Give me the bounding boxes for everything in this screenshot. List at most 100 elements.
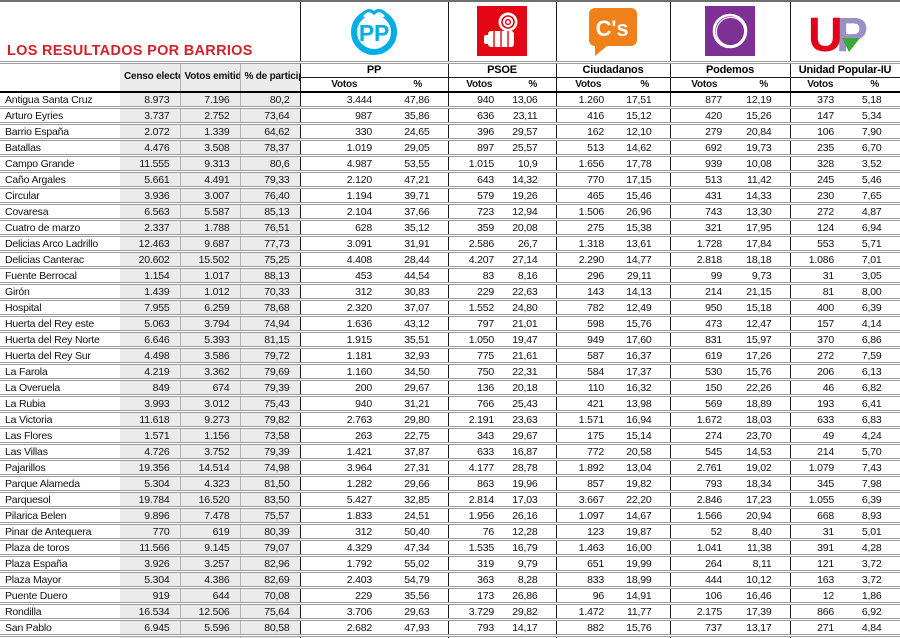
value-cell: 24,80 (510, 299, 557, 317)
value-cell: 32,93 (388, 347, 449, 365)
votos-subheader: Votos (790, 77, 851, 93)
value-cell: 28,78 (510, 459, 557, 477)
value-cell: 3.706 (300, 603, 389, 621)
value-cell: 420 (670, 107, 739, 125)
value-cell: 79,69 (240, 363, 301, 381)
value-cell: 70,33 (240, 283, 301, 301)
pct-subheader: % (620, 77, 671, 93)
table-row: Hospital 7.955 6.259 78,68 2.320 37,07 1.552 24… (0, 299, 900, 317)
value-cell: 692 (670, 139, 739, 157)
value-cell: 643 (448, 171, 511, 189)
value-cell: 6.259 (180, 299, 241, 317)
value-cell: 5.596 (180, 619, 241, 637)
value-cell: 29,80 (388, 411, 449, 429)
value-cell: 863 (448, 475, 511, 493)
value-cell: 12.506 (180, 603, 241, 621)
value-cell: 1.194 (300, 187, 389, 205)
podemos-logo-icon (671, 5, 790, 59)
barrio-name-cell: Hospital (0, 299, 120, 317)
value-cell: 16,87 (510, 443, 557, 461)
party-header-unidad-popular-iu: Unidad Popular-IU (790, 62, 900, 78)
value-cell: 9,79 (510, 555, 557, 573)
votos-subheader: Votos (448, 77, 511, 93)
table-row: Huerta del Rey este 5.063 3.794 74,94 1.636 4… (0, 315, 900, 333)
value-cell: 4.987 (300, 155, 389, 173)
votos-subheader: Votos (670, 77, 739, 93)
value-cell: 21,15 (738, 283, 791, 301)
value-cell: 24,65 (388, 123, 449, 141)
value-cell: 15,76 (620, 619, 671, 637)
value-cell: 579 (448, 187, 511, 205)
value-cell: 4.177 (448, 459, 511, 477)
value-cell: 513 (670, 171, 739, 189)
value-cell: 12,28 (510, 523, 557, 541)
value-cell: 47,34 (388, 539, 449, 557)
value-cell: 18,99 (620, 571, 671, 589)
value-cell: 79,39 (240, 379, 301, 397)
value-cell: 1.636 (300, 315, 389, 333)
value-cell: 28,44 (388, 251, 449, 269)
value-cell: 26,96 (620, 203, 671, 221)
value-cell: 79,07 (240, 539, 301, 557)
value-cell: 73,58 (240, 427, 301, 445)
value-cell: 70,08 (240, 587, 301, 605)
value-cell: 2.337 (120, 219, 181, 237)
value-cell: 1.154 (120, 267, 181, 285)
value-cell: 15,12 (620, 107, 671, 125)
value-cell: 400 (790, 299, 851, 317)
value-cell: 20,84 (738, 123, 791, 141)
value-cell: 939 (670, 155, 739, 173)
value-cell: 22,75 (388, 427, 449, 445)
value-cell: 11.566 (120, 539, 181, 557)
value-cell: 1.535 (448, 539, 511, 557)
censo-header: Censo electoral (120, 62, 181, 93)
barrio-name-cell: La Rubia (0, 395, 120, 413)
value-cell: 1.463 (556, 539, 621, 557)
value-cell: 431 (670, 187, 739, 205)
value-cell: 940 (300, 395, 389, 413)
value-cell: 584 (556, 363, 621, 381)
value-cell: 9.273 (180, 411, 241, 429)
value-cell: 3.926 (120, 555, 181, 573)
value-cell: 124 (790, 219, 851, 237)
value-cell: 2.320 (300, 299, 389, 317)
value-cell: 396 (448, 123, 511, 141)
value-cell: 23,70 (738, 427, 791, 445)
value-cell: 8,16 (510, 267, 557, 285)
value-cell: 10,9 (510, 155, 557, 173)
value-cell: 21,01 (510, 315, 557, 333)
value-cell: 12,10 (620, 123, 671, 141)
pct-subheader: % (510, 77, 557, 93)
value-cell: 668 (790, 507, 851, 525)
value-cell: 39,71 (388, 187, 449, 205)
value-cell: 882 (556, 619, 621, 637)
svg-text:PP: PP (359, 20, 389, 46)
value-cell: 19.356 (120, 459, 181, 477)
value-cell: 15,14 (620, 427, 671, 445)
value-cell: 47,86 (388, 92, 449, 109)
value-cell: 5,01 (850, 523, 900, 541)
barrio-name-cell: Plaza España (0, 555, 120, 573)
value-cell: 1.833 (300, 507, 389, 525)
value-cell: 74,94 (240, 315, 301, 333)
value-cell: 9.687 (180, 235, 241, 253)
value-cell: 3.993 (120, 395, 181, 413)
value-cell: 1.079 (790, 459, 851, 477)
value-cell: 1.160 (300, 363, 389, 381)
value-cell: 633 (790, 411, 851, 429)
value-cell: 20,94 (738, 507, 791, 525)
value-cell: 831 (670, 331, 739, 349)
value-cell: 11,38 (738, 539, 791, 557)
value-cell: 2.120 (300, 171, 389, 189)
value-cell: 82,96 (240, 555, 301, 573)
value-cell: 5.587 (180, 203, 241, 221)
value-cell: 421 (556, 395, 621, 413)
value-cell: 4,87 (850, 203, 900, 221)
value-cell: 12,19 (738, 92, 791, 109)
value-cell: 76,51 (240, 219, 301, 237)
value-cell: 235 (790, 139, 851, 157)
value-cell: 793 (670, 475, 739, 493)
value-cell: 200 (300, 379, 389, 397)
value-cell: 17,23 (738, 491, 791, 509)
value-cell: 644 (180, 587, 241, 605)
